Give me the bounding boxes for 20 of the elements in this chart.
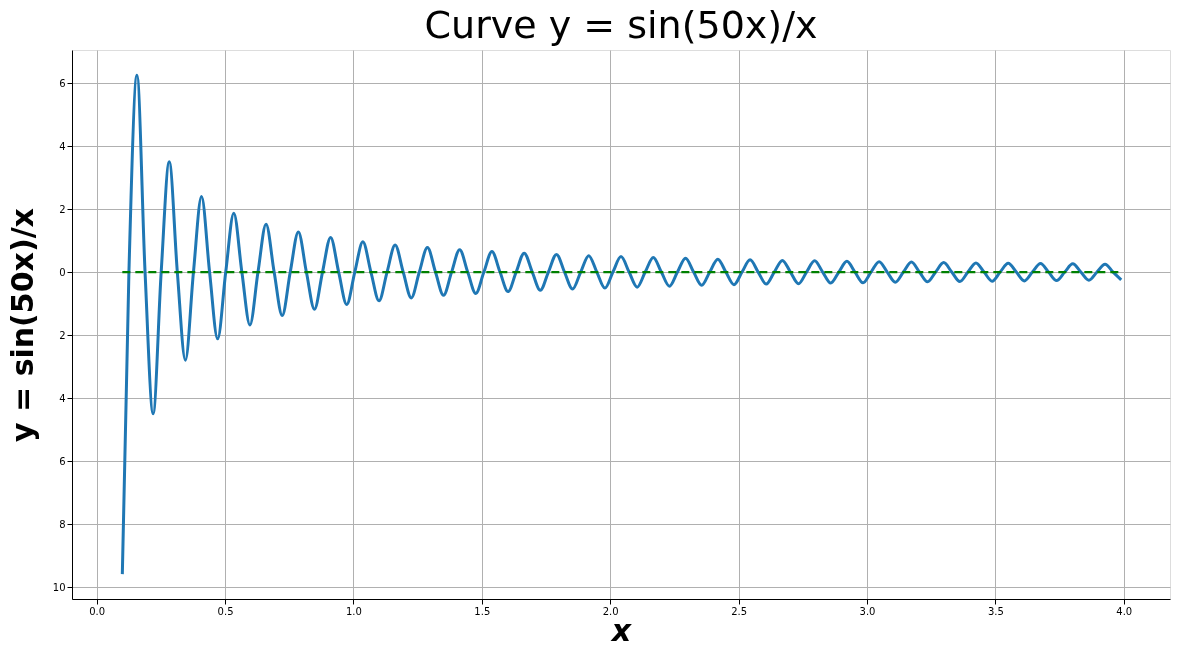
y-tick-label: 6 — [59, 77, 66, 89]
y-tick-label: 4 — [59, 140, 66, 152]
y-tick-label: 2 — [59, 329, 66, 341]
x-tick-label: 1.5 — [474, 605, 491, 617]
x-tick-label: 0.5 — [217, 605, 234, 617]
y-tick-label: 10 — [52, 581, 66, 593]
y-axis-title: y = sin(50x)/x — [4, 208, 40, 442]
line-series — [120, 73, 1123, 576]
y-tick-label: 4 — [59, 392, 66, 404]
x-tick-label: 3.5 — [987, 605, 1004, 617]
x-tick-label: 4.0 — [1116, 605, 1133, 617]
x-tick-label: 2.5 — [731, 605, 748, 617]
y-tick-label: 0 — [59, 266, 66, 278]
x-tick-label: 0.0 — [89, 605, 106, 617]
y-tick-label: 2 — [59, 203, 66, 215]
chart-title: Curve y = sin(50x)/x — [424, 3, 818, 47]
x-tick-label: 1.0 — [345, 605, 362, 617]
y-tick-label: 8 — [59, 518, 66, 530]
x-tick-label: 3.0 — [859, 605, 876, 617]
y-tick-label: 6 — [59, 455, 66, 467]
